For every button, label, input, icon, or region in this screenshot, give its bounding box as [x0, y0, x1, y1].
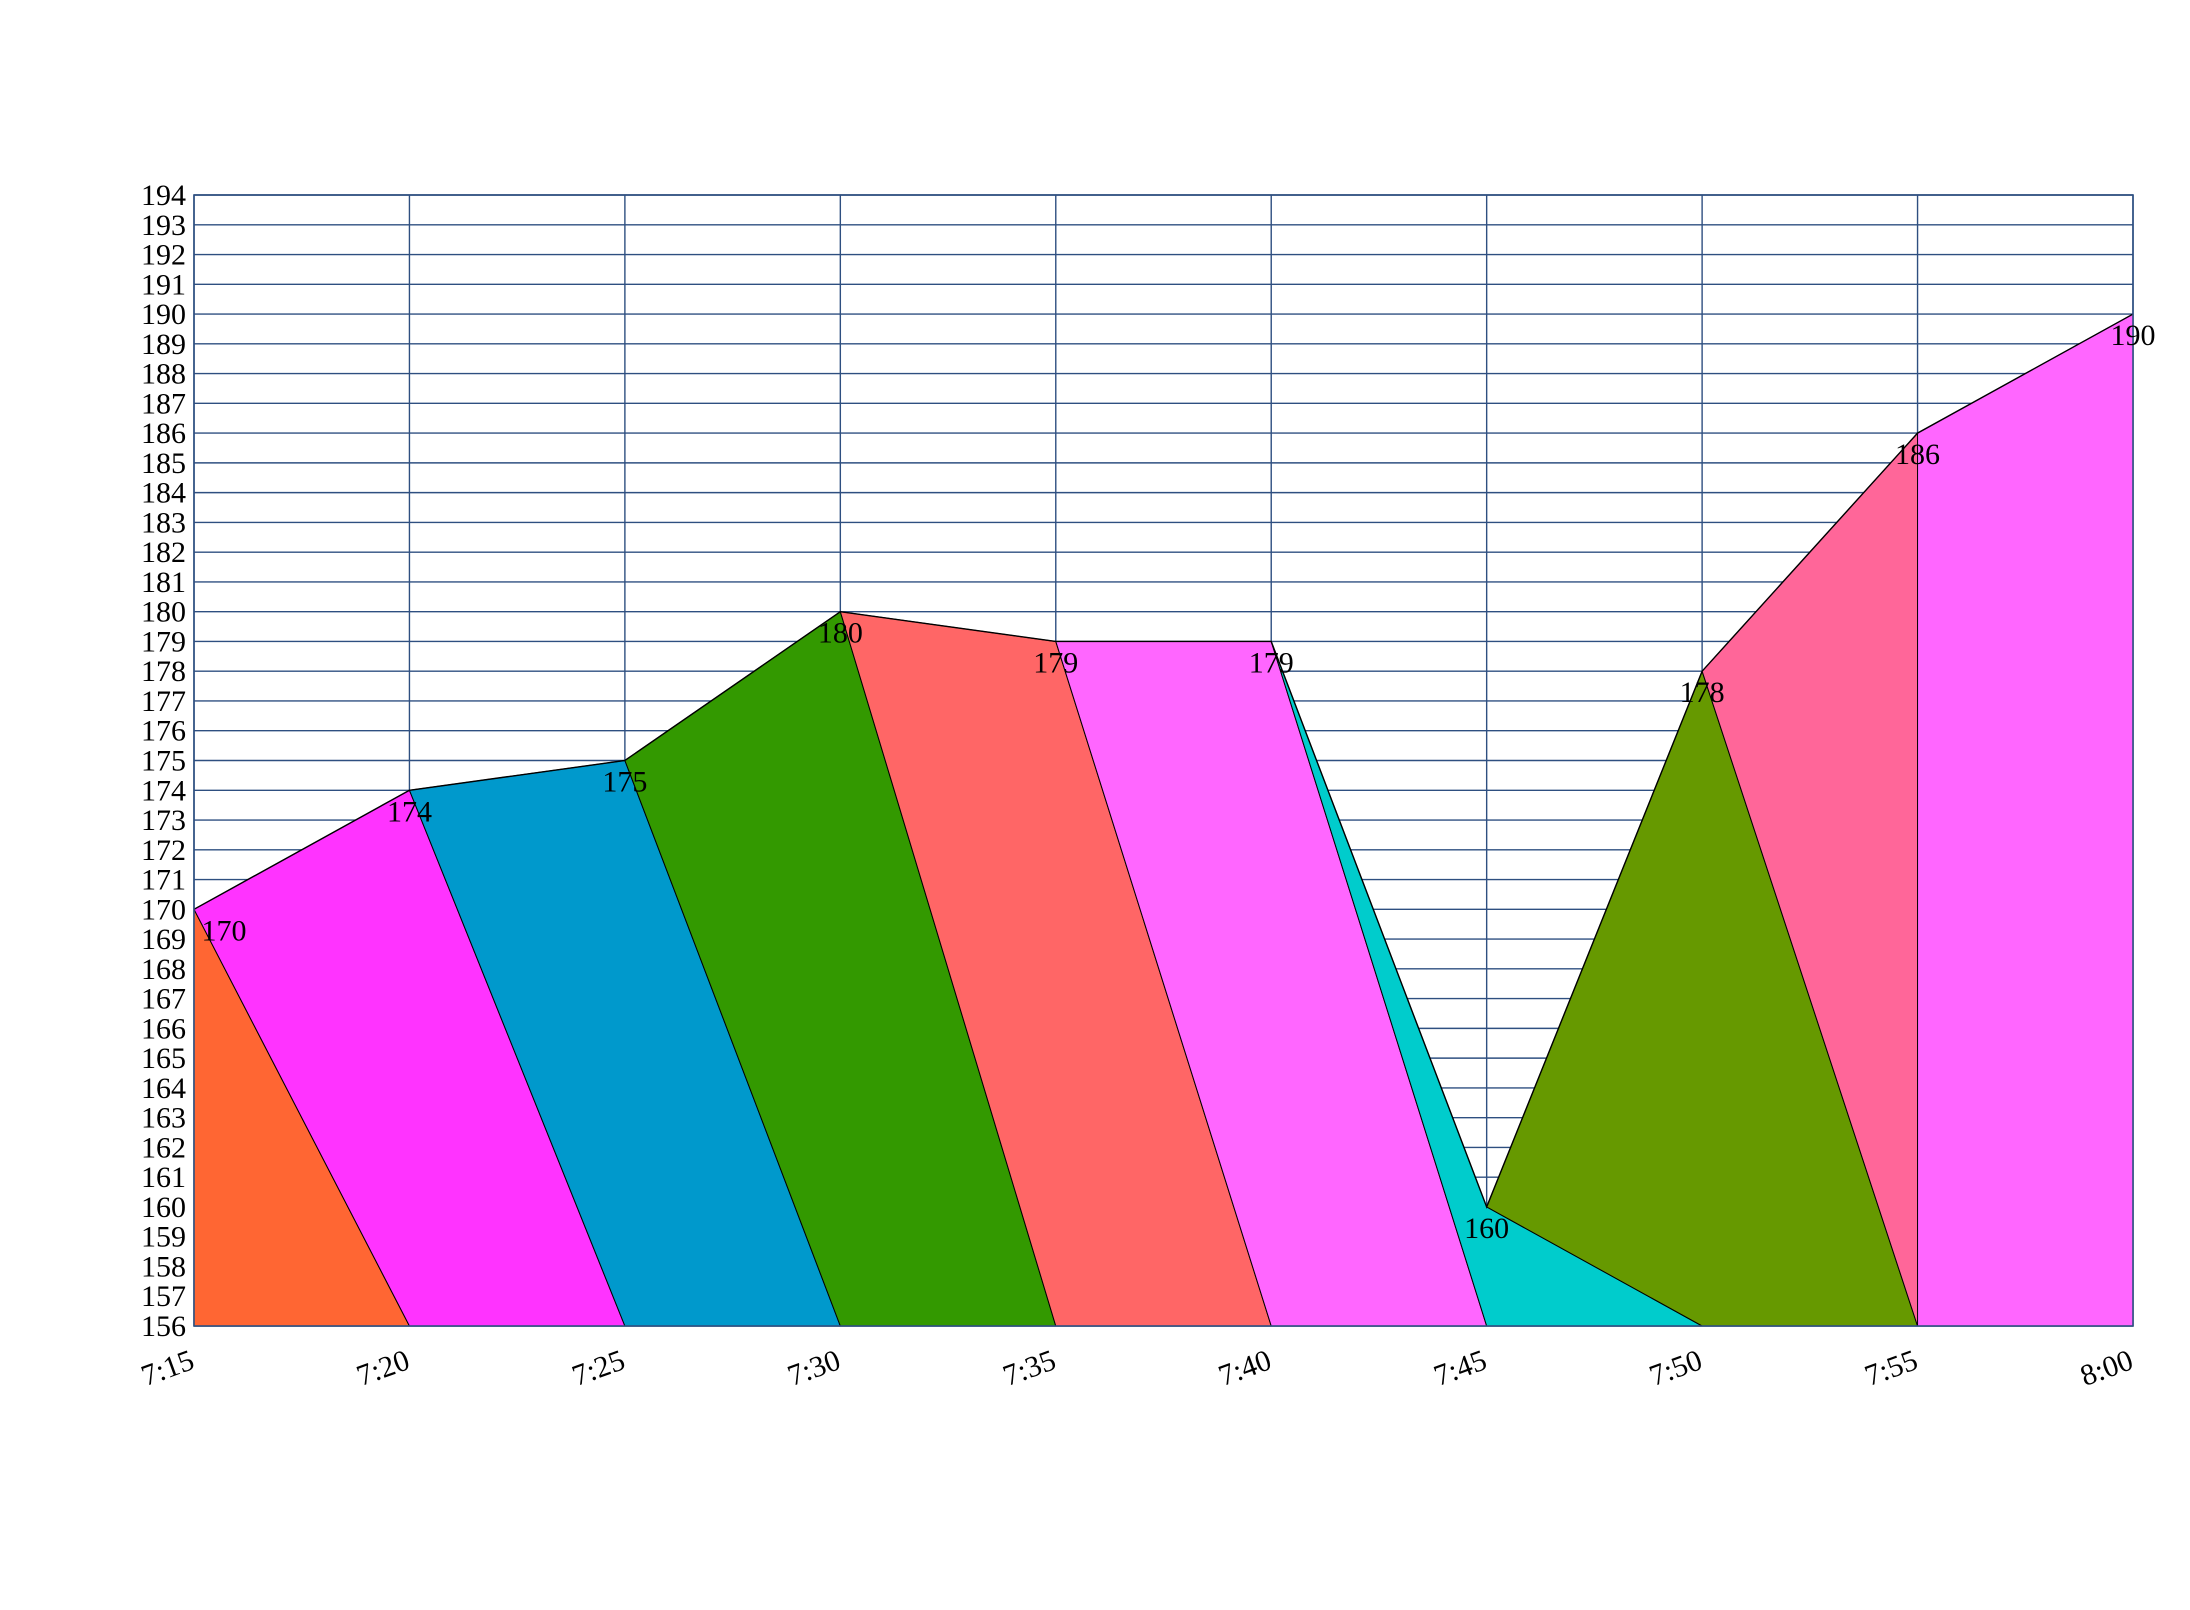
data-label: 174: [387, 795, 432, 828]
y-tick-label: 174: [141, 774, 186, 807]
y-tick-label: 171: [141, 864, 186, 897]
y-tick-label: 191: [141, 268, 186, 301]
plot-frame: [193, 194, 2134, 1327]
y-tick-label: 175: [141, 745, 186, 778]
y-tick-label: 185: [141, 447, 186, 480]
y-tick-label: 189: [141, 328, 186, 361]
y-tick-label: 176: [141, 715, 186, 748]
x-tick-label: 7:55: [1861, 1344, 1922, 1393]
y-tick-label: 179: [141, 625, 186, 658]
y-axis-ticks: 1561571581591601611621631641651661671681…: [141, 179, 186, 1343]
y-tick-label: 187: [141, 387, 186, 420]
data-label: 160: [1464, 1212, 1509, 1245]
data-label: 170: [202, 914, 247, 947]
y-tick-label: 194: [141, 179, 186, 212]
data-label: 180: [818, 617, 863, 650]
series-line: [193, 313, 2134, 1209]
x-tick-label: 7:15: [137, 1344, 198, 1393]
y-tick-label: 169: [141, 923, 186, 956]
y-tick-label: 161: [141, 1161, 186, 1194]
y-tick-label: 162: [141, 1131, 186, 1164]
y-tick-label: 160: [141, 1191, 186, 1224]
x-tick-label: 7:50: [1645, 1344, 1706, 1393]
y-tick-label: 166: [141, 1012, 186, 1045]
y-tick-label: 192: [141, 239, 186, 272]
y-tick-label: 182: [141, 536, 186, 569]
y-tick-label: 170: [141, 893, 186, 926]
data-label: 179: [1033, 646, 1078, 679]
x-axis-ticks: 7:15 7:20 7:25 7:30 7:35 7:40 7:45 7:50 7:55 8:00: [137, 1344, 2137, 1393]
x-tick-label: 7:45: [1430, 1344, 1491, 1393]
x-tick-label: 7:20: [352, 1344, 413, 1393]
plot-border: [193, 194, 2134, 1327]
x-tick-label: 7:35: [999, 1344, 1060, 1393]
y-tick-label: 157: [141, 1280, 186, 1313]
y-tick-label: 164: [141, 1072, 186, 1105]
y-tick-label: 186: [141, 417, 186, 450]
y-tick-label: 183: [141, 506, 186, 539]
y-tick-label: 193: [141, 209, 186, 242]
y-tick-label: 177: [141, 685, 186, 718]
x-tick-label: 7:25: [568, 1344, 629, 1393]
y-tick-label: 190: [141, 298, 186, 331]
data-label: 178: [1680, 676, 1725, 709]
data-label: 186: [1895, 438, 1940, 471]
y-tick-label: 156: [141, 1310, 186, 1343]
x-tick-label: 7:40: [1214, 1344, 1275, 1393]
y-tick-label: 167: [141, 983, 186, 1016]
y-tick-label: 159: [141, 1221, 186, 1254]
y-tick-label: 178: [141, 655, 186, 688]
y-tick-label: 168: [141, 953, 186, 986]
y-tick-label: 180: [141, 596, 186, 629]
y-tick-label: 181: [141, 566, 186, 599]
y-tick-label: 163: [141, 1102, 186, 1135]
data-labels: 170 174 175 180 179 179 160 178 186 190: [202, 319, 2156, 1245]
y-tick-label: 158: [141, 1250, 186, 1283]
data-label: 179: [1249, 646, 1294, 679]
x-tick-label: 7:30: [783, 1344, 844, 1393]
y-tick-label: 172: [141, 834, 186, 867]
area-segment: [1917, 313, 2134, 1327]
y-tick-label: 184: [141, 477, 186, 510]
data-label: 190: [2111, 319, 2156, 352]
y-tick-label: 173: [141, 804, 186, 837]
x-tick-label: 8:00: [2076, 1344, 2137, 1393]
y-tick-label: 165: [141, 1042, 186, 1075]
y-tick-label: 188: [141, 358, 186, 391]
area-segments: [193, 313, 2134, 1327]
data-label: 175: [602, 766, 647, 799]
